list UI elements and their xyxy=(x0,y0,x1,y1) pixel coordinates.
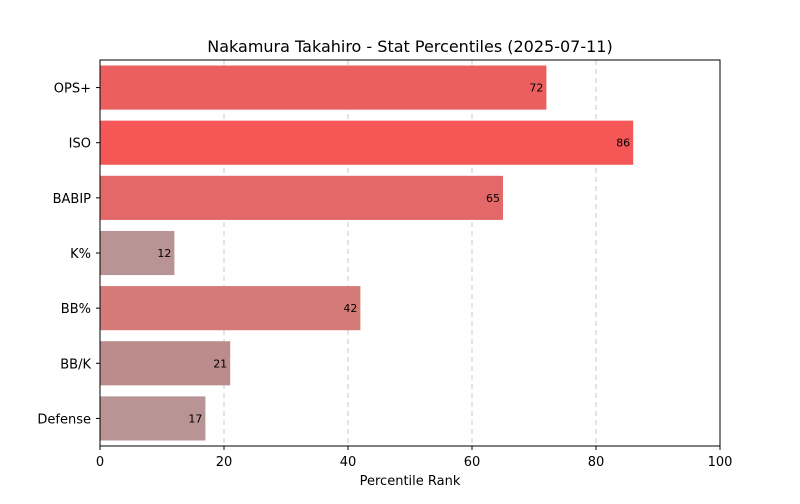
data-labels: 72 86 65 12 42 21 17 xyxy=(157,82,630,426)
y-tick-label: BB% xyxy=(61,302,91,317)
bar xyxy=(100,65,547,110)
grid-lines xyxy=(223,60,597,446)
x-tick-label: 80 xyxy=(588,455,605,470)
x-tick-label: 40 xyxy=(340,455,357,470)
bar-value-label: 42 xyxy=(343,302,357,315)
x-axis: 0 20 40 60 80 100 xyxy=(96,446,733,470)
y-tick-label: ISO xyxy=(69,137,91,152)
bar-value-label: 17 xyxy=(188,412,202,425)
bar xyxy=(100,175,503,220)
chart-title: Nakamura Takahiro - Stat Percentiles (20… xyxy=(207,37,612,56)
y-axis: OPS+ ISO BABIP K% BB% BB/K Defense xyxy=(37,82,100,427)
bar xyxy=(100,230,175,276)
x-tick-label: 0 xyxy=(96,455,104,470)
x-tick-label: 20 xyxy=(216,455,233,470)
x-axis-label: Percentile Rank xyxy=(360,474,461,489)
bar-value-label: 21 xyxy=(213,357,227,370)
bar-value-label: 86 xyxy=(616,137,630,150)
y-tick-label: BABIP xyxy=(53,192,92,207)
y-tick-label: OPS+ xyxy=(54,82,91,97)
bar-value-label: 65 xyxy=(486,192,500,205)
bar xyxy=(100,120,634,165)
x-tick-label: 100 xyxy=(708,455,733,470)
plot-frame xyxy=(99,59,721,447)
x-tick-label: 60 xyxy=(464,455,481,470)
bar xyxy=(100,396,206,441)
bars xyxy=(100,65,634,441)
bar xyxy=(100,286,361,331)
bar-value-label: 12 xyxy=(157,247,171,260)
y-tick-label: K% xyxy=(70,247,91,262)
y-tick-label: Defense xyxy=(37,412,91,427)
bar xyxy=(100,341,231,386)
y-tick-label: BB/K xyxy=(60,357,91,372)
bar-value-label: 72 xyxy=(529,82,543,95)
